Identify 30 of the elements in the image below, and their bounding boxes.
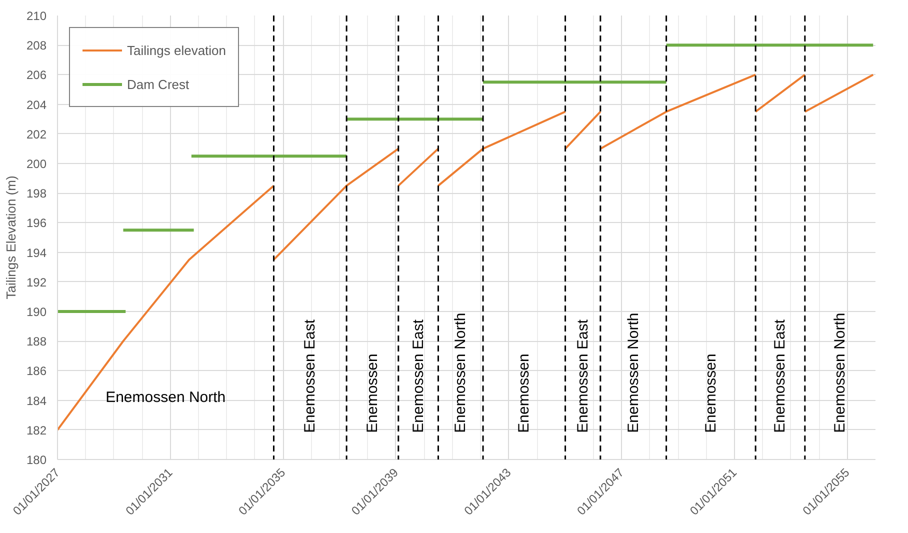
annotation: Enemossen East [574, 318, 592, 433]
annotation: Enemossen North [106, 388, 226, 406]
y-tick-label: 204 [26, 98, 47, 112]
y-tick-label: 208 [26, 38, 47, 53]
annotation: Enemossen North [832, 312, 849, 433]
annotation: Enemossen [702, 354, 720, 433]
y-tick-label: 200 [26, 157, 47, 171]
annotation: Enemossen [364, 354, 381, 433]
y-tick-label: 180 [26, 453, 47, 467]
y-tick-label: 210 [26, 9, 47, 23]
y-tick-label: 196 [26, 216, 47, 230]
annotation: Enemossen East [410, 318, 427, 433]
y-axis-title: Tailings Elevation (m) [3, 176, 18, 300]
annotation: Enemossen East [302, 318, 319, 433]
annotation: Enemossen East [772, 318, 789, 433]
y-tick-label: 192 [26, 275, 47, 290]
legend-label: Tailings elevation [127, 42, 226, 58]
y-tick-label: 206 [26, 68, 47, 82]
y-tick-label: 202 [26, 127, 47, 142]
y-tick-label: 186 [26, 364, 47, 378]
annotation: Enemossen North [452, 312, 470, 433]
y-tick-label: 198 [26, 186, 47, 201]
annotation: Enemossen North [624, 312, 642, 433]
y-tick-label: 184 [26, 394, 47, 408]
y-tick-label: 188 [26, 334, 47, 349]
y-tick-label: 190 [26, 305, 47, 319]
legend-label: Dam Crest [127, 76, 190, 92]
y-tick-label: 182 [26, 423, 47, 438]
annotation: Enemossen [516, 354, 533, 433]
y-tick-label: 194 [26, 246, 47, 260]
